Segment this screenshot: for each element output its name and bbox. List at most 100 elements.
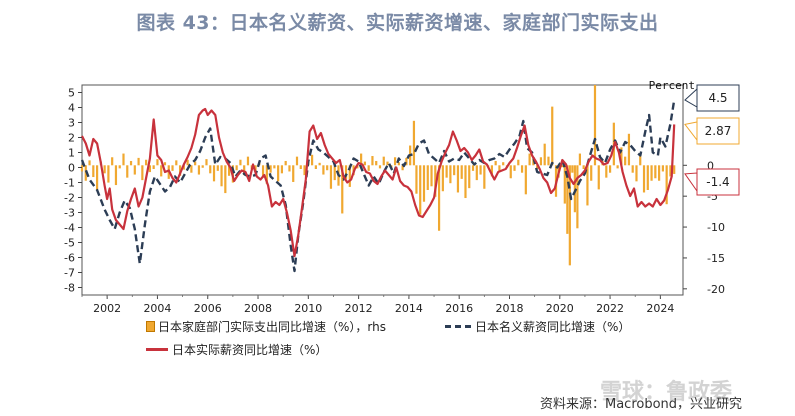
bar — [348, 165, 351, 187]
bar — [453, 165, 456, 176]
bar — [561, 165, 564, 168]
bar — [639, 155, 642, 166]
bar — [479, 165, 482, 175]
y-left-tick-label: 0 — [68, 162, 75, 175]
bar — [566, 165, 569, 234]
bar — [386, 161, 389, 166]
bar — [344, 165, 348, 179]
bar — [209, 165, 212, 174]
bar — [129, 160, 133, 166]
bar — [103, 165, 106, 174]
bar — [509, 165, 512, 179]
bar — [284, 160, 287, 166]
bar — [513, 165, 516, 171]
bar — [620, 147, 623, 166]
bar — [490, 165, 493, 177]
bar — [468, 165, 471, 189]
bar — [571, 165, 574, 173]
chart-title: 图表 43：日本名义薪资、实际薪资增速、家庭部门实际支出 — [136, 12, 659, 34]
bar — [190, 165, 193, 173]
bar — [635, 165, 638, 182]
bar — [434, 165, 437, 197]
bar — [654, 165, 657, 179]
bar — [137, 157, 140, 166]
bar — [212, 165, 216, 182]
bar — [107, 165, 110, 183]
callout-pointer — [684, 172, 698, 193]
bar — [578, 153, 581, 166]
y-left-tick-label: -1 — [64, 177, 75, 190]
bar — [156, 159, 159, 166]
x-tick-label: 2004 — [143, 302, 171, 315]
real-wage-line — [81, 107, 676, 258]
bar — [273, 165, 276, 169]
bar — [528, 153, 531, 166]
bar — [111, 157, 114, 166]
callout-value: 4.5 — [708, 91, 727, 105]
y-right-tick-label: -20 — [707, 283, 725, 296]
bar — [118, 165, 121, 169]
bar — [303, 165, 306, 176]
y-right-tick-label: -5 — [707, 190, 718, 203]
y-left-tick-label: -5 — [64, 237, 75, 250]
bar — [563, 165, 566, 204]
x-tick-label: 2002 — [93, 302, 121, 315]
nominal-wage-line — [80, 99, 676, 273]
bar — [163, 162, 167, 166]
bar — [326, 165, 329, 171]
legend-bar-icon — [146, 321, 155, 332]
bar — [175, 160, 178, 166]
y-left-tick-label: 3 — [68, 117, 75, 130]
legend-bars-label: 日本家庭部门实际支出同比增速（%），rhs — [158, 320, 386, 334]
bar — [624, 156, 627, 166]
bar — [646, 165, 649, 190]
callouts: 4.5 2.87 -1.4 — [684, 84, 740, 196]
bar — [205, 159, 208, 166]
bar — [80, 165, 84, 172]
bar — [397, 162, 400, 166]
axes: 5 4 3 2 1 0 -1 -2 -3 -4 -5 -6 -7 -8 0 -5 -10 -15 -20 Percen… — [64, 79, 725, 315]
bar — [456, 165, 460, 193]
x-tick-label: 2008 — [244, 302, 272, 315]
legend-nominal-label: 日本名义薪资同比增速（%） — [475, 320, 631, 334]
bar — [430, 165, 433, 187]
bar — [568, 165, 571, 266]
bar — [437, 165, 441, 231]
bar — [360, 153, 363, 166]
source-note: 资料来源：Macrobond，兴业研究 — [540, 397, 743, 412]
bar — [292, 165, 295, 182]
bar — [371, 156, 374, 166]
x-tick-label: 2010 — [294, 302, 322, 315]
callout-box — [696, 84, 740, 112]
y-left-tick-label: -7 — [64, 267, 75, 280]
bar — [445, 165, 448, 178]
real-wage-series — [81, 107, 676, 258]
bar — [246, 156, 250, 166]
y-right-tick-label: 0 — [707, 159, 714, 172]
bar — [502, 162, 505, 166]
y-left-tick-label: 1 — [68, 147, 75, 160]
y-left-tick-label: -4 — [64, 222, 75, 235]
bar — [661, 165, 664, 172]
bar — [608, 165, 612, 173]
bar — [122, 153, 125, 166]
bar — [464, 165, 467, 199]
bar — [148, 165, 151, 173]
bar — [133, 165, 136, 175]
bar — [126, 165, 129, 178]
bar — [265, 165, 268, 184]
callout-box — [696, 168, 740, 196]
x-tick-label: 2016 — [445, 302, 473, 315]
y-left-tick-label: -8 — [64, 282, 75, 295]
bar — [524, 165, 527, 195]
bar — [239, 159, 242, 166]
bar — [197, 165, 201, 175]
y-right-axis-label: Percent — [649, 79, 695, 92]
bar — [665, 165, 668, 205]
bar — [235, 165, 238, 171]
bar — [551, 106, 554, 166]
bar — [243, 165, 246, 176]
bar — [114, 165, 118, 186]
bar — [171, 165, 174, 171]
